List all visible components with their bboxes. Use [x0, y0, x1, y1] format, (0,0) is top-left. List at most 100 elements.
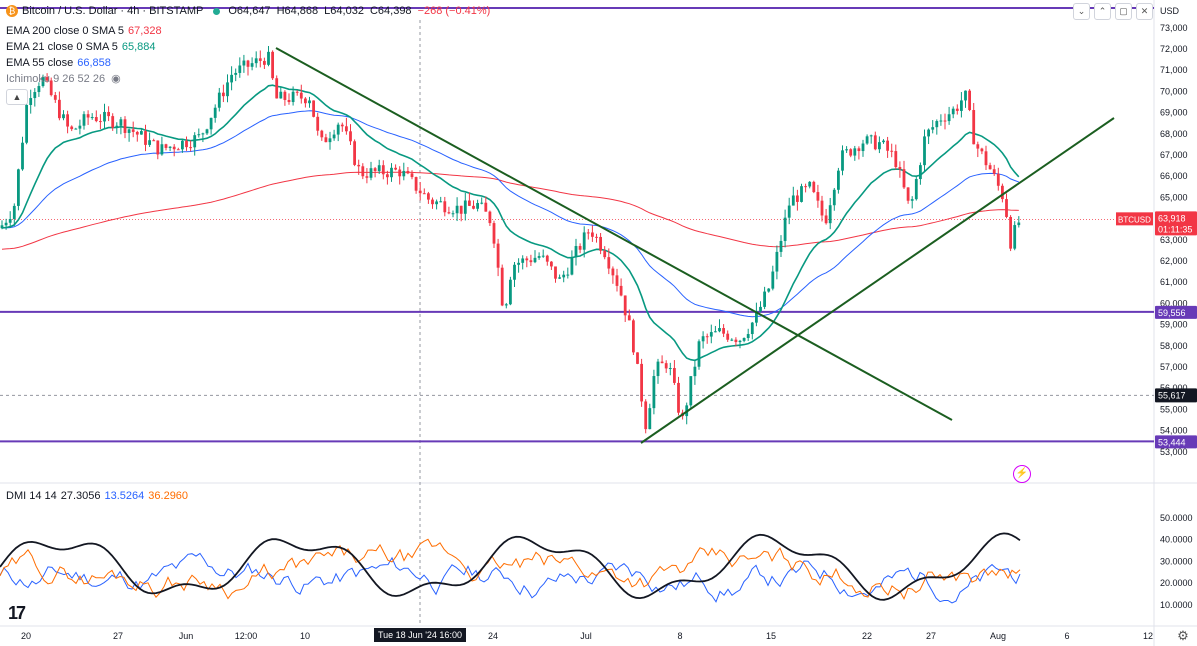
price-tick-label: 72,000 — [1160, 44, 1188, 54]
time-tick-label: 12 — [1143, 631, 1153, 641]
candle — [722, 328, 725, 334]
candle — [689, 376, 693, 406]
candle — [832, 189, 836, 206]
candle — [332, 134, 336, 139]
legend-ema55[interactable]: EMA 55 close 66,858 — [6, 56, 111, 70]
symbol-tag[interactable]: BTCUSD — [1116, 212, 1153, 226]
candle — [759, 306, 762, 312]
candle — [648, 408, 652, 430]
candle — [869, 135, 873, 137]
legend-ema200[interactable]: EMA 200 close 0 SMA 5 67,328 — [6, 24, 162, 38]
candle — [349, 131, 352, 142]
candle — [283, 91, 287, 100]
gear-icon[interactable]: ⚙ — [1177, 628, 1189, 643]
dmi-adx-value: 27.3056 — [60, 490, 101, 502]
candle — [652, 376, 656, 409]
candle — [800, 186, 803, 202]
candle — [574, 246, 578, 258]
symbol-tag-bg — [1116, 212, 1153, 226]
last-price-badge-text: 01:11:35 — [1158, 224, 1192, 234]
candle — [213, 107, 217, 118]
time-tick-label: 10 — [300, 631, 310, 641]
candle — [45, 77, 49, 81]
price-tick-label: 63,000 — [1160, 235, 1188, 245]
collapse-legend-button[interactable]: ▲ — [6, 89, 28, 105]
eye-hidden-icon[interactable]: ◉ — [111, 73, 121, 85]
candle — [607, 257, 611, 269]
candle — [99, 121, 102, 123]
candle — [529, 260, 533, 263]
dmi-plus-line — [0, 552, 1021, 604]
price-tick-label: 65,000 — [1160, 192, 1188, 202]
level-top-badge[interactable]: 59,556 — [1155, 305, 1197, 319]
candle — [894, 151, 898, 168]
candle — [673, 368, 676, 383]
price-tick-label: 57,000 — [1160, 362, 1188, 372]
candle — [841, 150, 844, 171]
dmi-tick-label: 20.0000 — [1160, 578, 1193, 588]
candle — [131, 129, 135, 132]
legend-ichimoku[interactable]: Ichimoku 9 26 52 26 ◉ — [6, 72, 121, 86]
legend-ema21[interactable]: EMA 21 close 0 SMA 5 65,884 — [6, 40, 156, 54]
dmi-tick-label: 10.0000 — [1160, 600, 1193, 610]
ema21-label: EMA 21 close 0 SMA 5 — [6, 41, 118, 53]
candle — [914, 179, 918, 200]
price-tick-label: 68,000 — [1160, 129, 1188, 139]
symbol-title[interactable]: Bitcoin / U.S. Dollar · 4h · BITSTAMP — [22, 5, 204, 17]
descending-trendline[interactable] — [275, 47, 953, 421]
candle — [996, 173, 1000, 186]
candle — [217, 92, 221, 108]
candle — [185, 140, 188, 148]
candle — [390, 167, 393, 178]
candle — [504, 304, 508, 306]
cursor-date-bg — [374, 628, 466, 642]
candle — [365, 176, 369, 178]
chevron-up-icon[interactable]: ⌃ — [1094, 3, 1111, 20]
symbol-tag-text: BTCUSD — [1118, 215, 1151, 224]
chevron-down-icon[interactable]: ⌄ — [1073, 3, 1090, 20]
candle — [127, 129, 131, 133]
time-tick-label: 20 — [21, 631, 31, 641]
candle — [312, 100, 315, 117]
candle — [509, 279, 512, 305]
candle — [480, 202, 484, 204]
candle — [955, 108, 959, 111]
candle — [677, 382, 680, 413]
time-tick-label: 27 — [113, 631, 123, 641]
level-bottom-badge[interactable]: 53,444 — [1155, 435, 1197, 449]
ascending-trendline[interactable] — [640, 117, 1115, 444]
candle — [726, 333, 730, 340]
candle — [381, 165, 385, 175]
ema21-value: 65,884 — [121, 41, 156, 53]
low-label: L — [324, 5, 331, 17]
symbol-header: ₿ Bitcoin / U.S. Dollar · 4h · BITSTAMP … — [0, 2, 490, 20]
price-tick-label: 62,000 — [1160, 256, 1188, 266]
maximize-icon[interactable]: ▢ — [1115, 3, 1132, 20]
cursor-date-badge: Tue 18 Jun '24 16:00 — [374, 628, 466, 642]
candle — [554, 266, 557, 279]
currency-label[interactable]: USD — [1160, 6, 1180, 16]
candle — [837, 170, 840, 190]
pane-controls: ⌄ ⌃ ▢ ✕ — [1073, 3, 1153, 20]
candle — [668, 368, 672, 370]
candle — [422, 193, 426, 195]
price-tick-label: 55,000 — [1160, 404, 1188, 414]
bitcoin-icon: ₿ — [6, 5, 18, 17]
candle — [906, 187, 910, 201]
crosshair-price-badge[interactable]: 55,617 — [1155, 388, 1197, 403]
close-icon[interactable]: ✕ — [1136, 3, 1153, 20]
candle — [660, 361, 664, 364]
candle — [193, 135, 197, 148]
candle — [714, 331, 717, 333]
lightning-event-icon[interactable]: ⚡ — [1013, 465, 1031, 483]
close-value: 64,398 — [377, 5, 412, 17]
candle — [398, 169, 402, 177]
legend-dmi[interactable]: DMI 14 14 27.3056 13.5264 36.2960 — [6, 489, 188, 503]
candle — [808, 181, 812, 187]
candle — [435, 201, 438, 205]
candle — [242, 60, 246, 66]
ema200-line — [1, 171, 1019, 250]
candle — [812, 181, 816, 193]
